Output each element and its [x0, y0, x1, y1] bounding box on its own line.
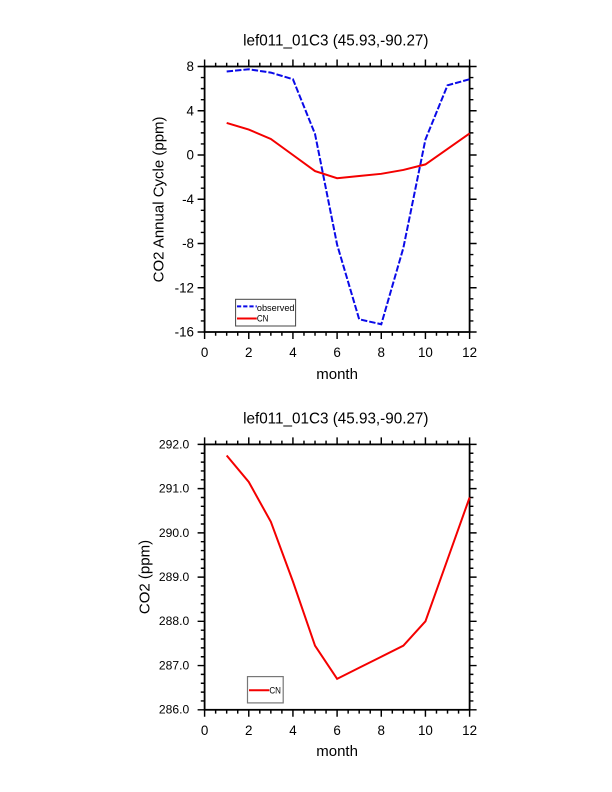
svg-text:8: 8 — [378, 345, 385, 360]
svg-text:lef011_01C3 (45.93,-90.27): lef011_01C3 (45.93,-90.27) — [243, 33, 428, 50]
svg-text:10: 10 — [418, 723, 433, 738]
svg-text:6: 6 — [333, 723, 340, 738]
svg-text:2: 2 — [245, 723, 252, 738]
svg-text:CN: CN — [257, 314, 269, 325]
svg-text:8: 8 — [378, 723, 385, 738]
svg-text:-8: -8 — [182, 236, 194, 251]
svg-text:8: 8 — [187, 59, 194, 74]
svg-text:0: 0 — [201, 345, 208, 360]
svg-text:287.0: 287.0 — [159, 658, 190, 672]
svg-text:observed: observed — [257, 303, 295, 314]
svg-text:289.0: 289.0 — [159, 570, 190, 584]
svg-text:month: month — [316, 743, 358, 760]
svg-text:4: 4 — [289, 345, 297, 360]
svg-text:0: 0 — [187, 148, 194, 163]
svg-text:288.0: 288.0 — [159, 614, 190, 628]
svg-text:lef011_01C3 (45.93,-90.27): lef011_01C3 (45.93,-90.27) — [243, 411, 428, 428]
svg-text:286.0: 286.0 — [159, 703, 190, 717]
svg-text:4: 4 — [289, 723, 297, 738]
svg-text:12: 12 — [462, 723, 477, 738]
svg-text:-16: -16 — [175, 325, 194, 340]
svg-text:CO2 (ppm): CO2 (ppm) — [137, 540, 154, 614]
svg-text:290.0: 290.0 — [159, 526, 190, 540]
svg-text:2: 2 — [245, 345, 252, 360]
svg-text:12: 12 — [462, 345, 477, 360]
svg-text:CN: CN — [269, 686, 281, 697]
svg-text:292.0: 292.0 — [159, 437, 190, 451]
svg-text:4: 4 — [187, 103, 195, 118]
svg-text:10: 10 — [418, 345, 433, 360]
svg-text:month: month — [316, 366, 358, 383]
svg-text:0: 0 — [201, 723, 208, 738]
svg-text:6: 6 — [333, 345, 340, 360]
svg-text:CO2 Annual Cycle (ppm): CO2 Annual Cycle (ppm) — [150, 116, 167, 282]
svg-text:-4: -4 — [182, 192, 194, 207]
svg-text:291.0: 291.0 — [159, 482, 190, 496]
svg-text:-12: -12 — [175, 280, 194, 295]
